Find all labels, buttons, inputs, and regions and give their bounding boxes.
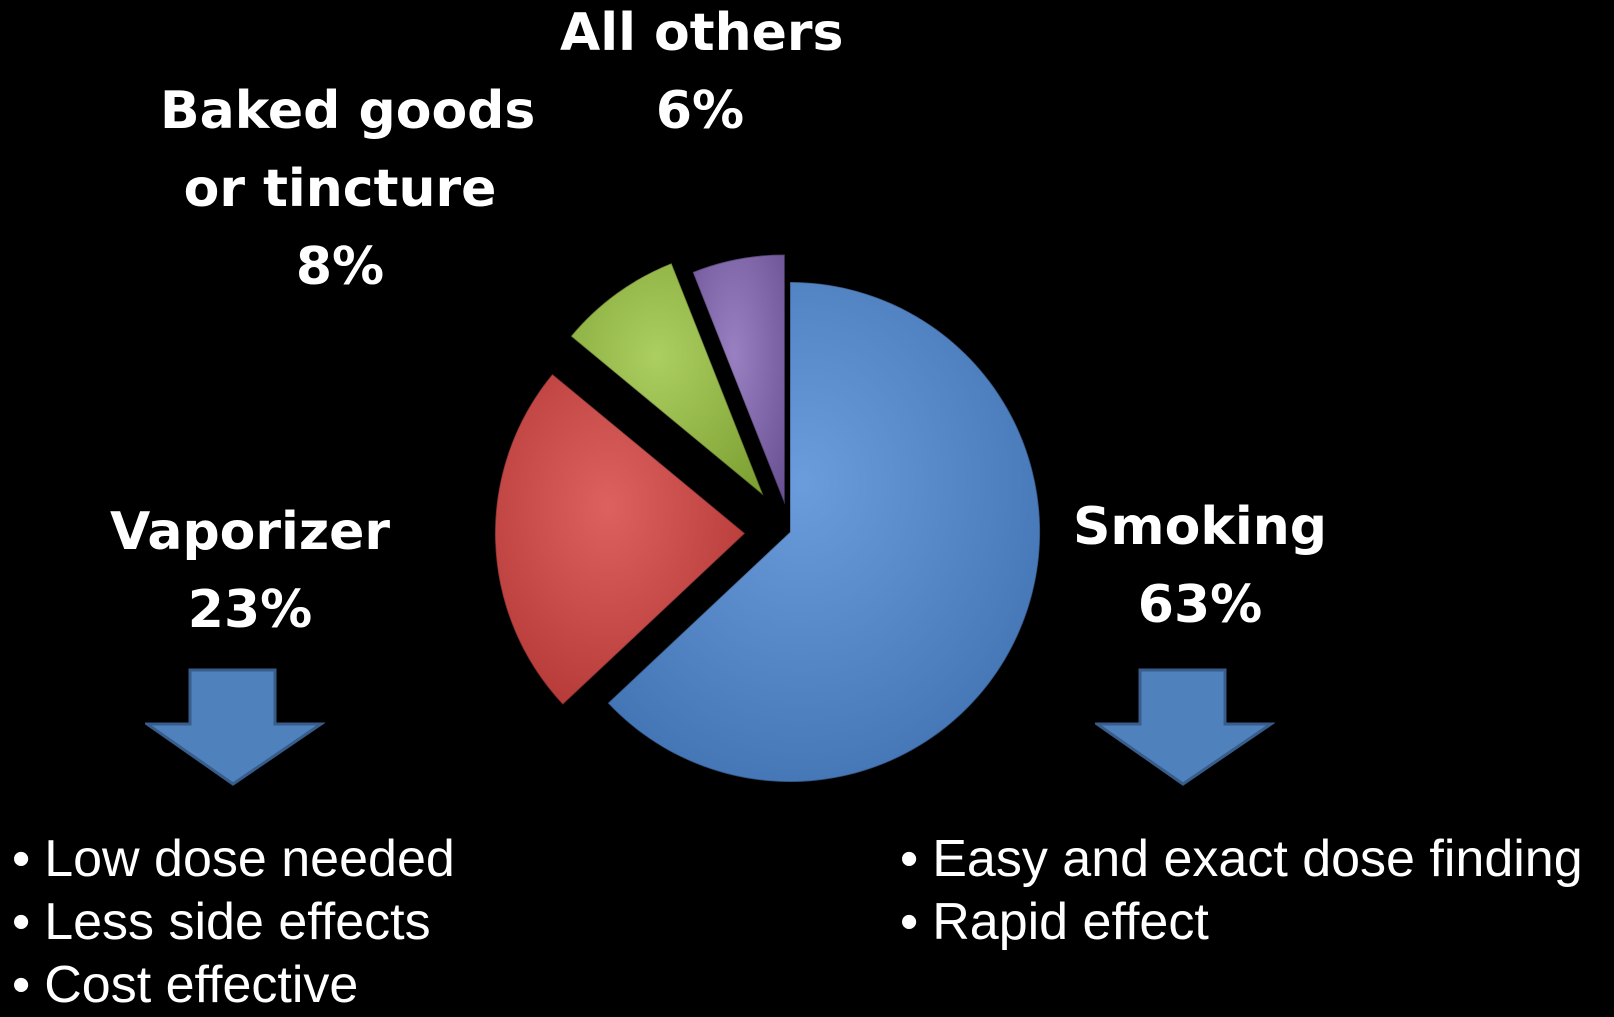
label-all-others-name: All others	[560, 3, 844, 63]
smoking-bullet-list: Easy and exact dose finding Rapid effect	[900, 828, 1583, 954]
label-all-others: All others 6%	[560, 0, 844, 150]
list-item: Less side effects	[12, 891, 455, 954]
list-item: Easy and exact dose finding	[900, 828, 1582, 891]
label-vaporizer-name: Vaporizer	[109, 502, 391, 562]
list-item: Rapid effect	[900, 891, 1583, 954]
label-vaporizer-value: 23%	[187, 580, 313, 640]
arrow-down-icon-smoking	[1095, 668, 1275, 786]
label-baked-goods-line2: or tincture	[183, 159, 497, 219]
list-item: Cost effective	[12, 954, 455, 1017]
pie-slice-shading-smoking	[607, 282, 1041, 782]
arrow-down-icon-vaporizer-shape	[145, 668, 325, 786]
arrow-down-icon-vaporizer	[145, 668, 325, 786]
label-all-others-value: 6%	[655, 81, 745, 141]
vaporizer-bullet-list: Low dose needed Less side effects Cost e…	[12, 828, 455, 1017]
arrow-down-icon-smoking-shape	[1095, 668, 1275, 786]
list-item: Low dose needed	[12, 828, 455, 891]
pie-slice-shading-vaporizer	[495, 374, 745, 705]
label-smoking: Smoking 63%	[1060, 488, 1340, 644]
label-baked-goods: Baked goods or tincture 8%	[160, 72, 536, 306]
label-smoking-value: 63%	[1137, 575, 1263, 635]
pie-slice-shading-baked-goods	[570, 263, 764, 496]
label-vaporizer: Vaporizer 23%	[100, 493, 400, 649]
label-baked-goods-line1: Baked goods	[160, 81, 536, 141]
label-baked-goods-value: 8%	[295, 237, 385, 297]
pie-slice-shading-all-others	[692, 254, 785, 505]
label-smoking-name: Smoking	[1072, 497, 1327, 557]
